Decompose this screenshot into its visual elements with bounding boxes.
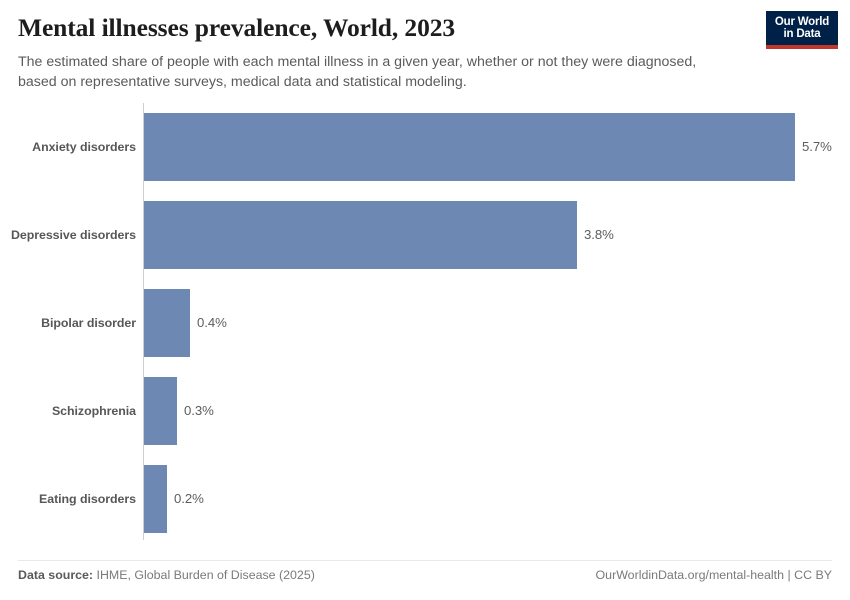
logo-line-2: in Data	[783, 28, 821, 40]
bar-rect[interactable]	[144, 200, 577, 269]
bar-rect[interactable]	[144, 112, 795, 181]
y-axis-line	[143, 103, 144, 540]
data-source-label: Data source:	[18, 568, 94, 582]
bar-category-label: Anxiety disorders	[32, 139, 136, 154]
bar-row-depressive-disorders[interactable]: Depressive disorders 3.8%	[0, 191, 850, 278]
bar-track: 0.4%	[144, 288, 227, 357]
page-title: Mental illnesses prevalence, World, 2023	[18, 13, 456, 42]
bar-track: 5.7%	[144, 112, 832, 181]
bar-rect[interactable]	[144, 464, 167, 533]
bar-category-label: Bipolar disorder	[41, 315, 136, 330]
source-url-link[interactable]: OurWorldinData.org/mental-health | CC BY	[595, 568, 832, 582]
bar-rect[interactable]	[144, 376, 177, 445]
chart-subtitle: The estimated share of people with each …	[18, 53, 697, 91]
our-world-in-data-logo[interactable]: Our World in Data	[766, 11, 838, 49]
chart-header: Mental illnesses prevalence, World, 2023…	[18, 13, 753, 93]
bar-value-label: 0.2%	[174, 491, 204, 506]
data-source: Data source: IHME, Global Burden of Dise…	[18, 568, 315, 582]
bar-row-anxiety-disorders[interactable]: Anxiety disorders 5.7%	[0, 103, 850, 190]
bar-row-eating-disorders[interactable]: Eating disorders 0.2%	[0, 455, 850, 542]
bar-value-label: 5.7%	[802, 139, 832, 154]
bar-value-label: 0.3%	[184, 403, 214, 418]
bar-track: 3.8%	[144, 200, 614, 269]
bar-category-label: Depressive disorders	[10, 227, 136, 242]
data-source-text: IHME, Global Burden of Disease (2025)	[96, 568, 315, 582]
bar-track: 0.3%	[144, 376, 214, 445]
chart-plot-area: Anxiety disorders 5.7% Depressive disord…	[0, 103, 850, 543]
footer-divider	[18, 560, 832, 561]
chart-footer: Data source: IHME, Global Burden of Dise…	[18, 568, 832, 582]
bar-rect[interactable]	[144, 288, 190, 357]
bar-category-label: Schizophrenia	[51, 403, 136, 418]
bar-value-label: 0.4%	[197, 315, 227, 330]
bar-category-label: Eating disorders	[39, 491, 136, 506]
bar-row-schizophrenia[interactable]: Schizophrenia 0.3%	[0, 367, 850, 454]
bar-row-bipolar-disorder[interactable]: Bipolar disorder 0.4%	[0, 279, 850, 366]
bar-track: 0.2%	[144, 464, 204, 533]
logo-line-1: Our World	[774, 15, 830, 28]
bar-value-label: 3.8%	[584, 227, 614, 242]
